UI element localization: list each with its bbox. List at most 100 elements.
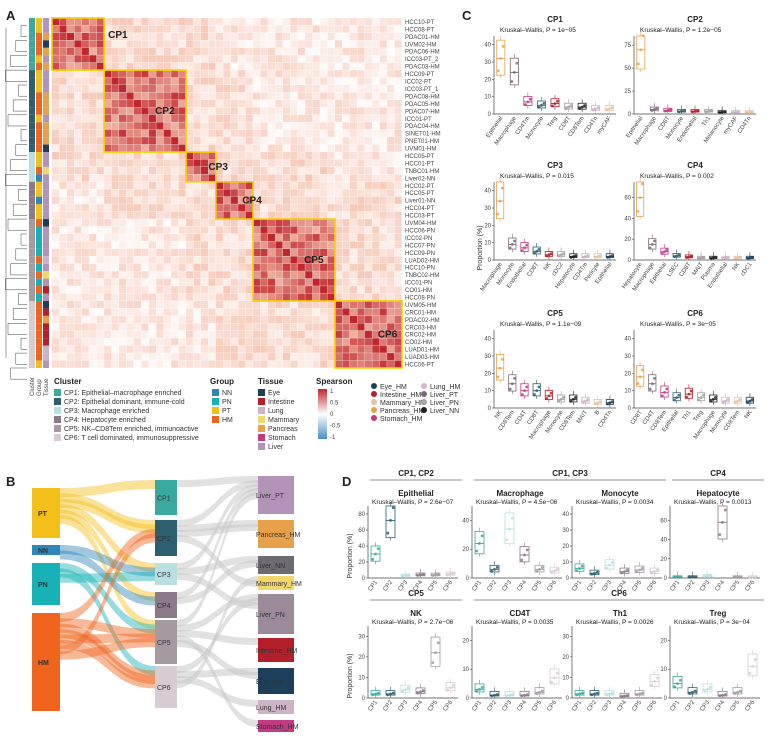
heatmap-cell xyxy=(178,323,186,331)
data-point xyxy=(711,256,715,260)
heatmap-cell xyxy=(104,271,112,279)
heatmap-cell xyxy=(171,152,179,160)
heatmap-cell xyxy=(379,40,387,48)
correlation-heatmap: CP1CP2CP3CP4CP5CP6HCC10-PTHCC08-PTPDAC01… xyxy=(5,17,441,396)
heatmap-cell xyxy=(133,248,142,256)
heatmap-cell xyxy=(104,77,112,85)
heatmap-cell xyxy=(163,174,171,182)
heatmap-cell xyxy=(260,137,268,145)
heatmap-cell xyxy=(297,55,305,63)
heatmap-cell xyxy=(327,32,335,41)
heatmap-cell xyxy=(126,278,134,286)
group-annot-cell xyxy=(36,129,42,138)
data-point xyxy=(711,397,715,401)
heatmap-cell xyxy=(342,189,350,197)
data-point xyxy=(451,571,455,575)
heatmap-cell xyxy=(171,166,179,175)
heatmap-cell xyxy=(334,256,343,264)
heatmap-cell xyxy=(260,129,268,137)
heatmap-cell xyxy=(178,300,186,309)
heatmap-cell xyxy=(379,226,387,234)
heatmap-cell xyxy=(372,99,380,108)
heatmap-cell xyxy=(148,233,156,242)
heatmap-cell xyxy=(372,256,380,264)
heatmap-cell xyxy=(111,47,119,55)
heatmap-cell xyxy=(372,293,380,301)
panel-a-label: A xyxy=(6,8,16,23)
tissue-annot-cell xyxy=(43,62,49,71)
heatmap-cell xyxy=(327,353,335,361)
heatmap-cell xyxy=(327,129,335,137)
heatmap-cell xyxy=(223,62,231,70)
heatmap-cell xyxy=(253,360,261,368)
legend-swatch xyxy=(258,434,265,441)
heatmap-cell xyxy=(208,122,216,130)
heatmap-cell xyxy=(320,233,328,242)
spearman-tick: 0 xyxy=(330,412,334,418)
heatmap-cell xyxy=(394,166,402,175)
heatmap-cell xyxy=(133,293,142,301)
heatmap-cell xyxy=(163,300,171,309)
heatmap-cell xyxy=(267,189,276,197)
heatmap-cell xyxy=(327,77,335,85)
heatmap-cell xyxy=(320,271,328,279)
heatmap-cell xyxy=(238,271,246,279)
heatmap-cell xyxy=(66,286,75,294)
group-annot-cell xyxy=(36,25,42,33)
y-tick-label: 0 xyxy=(362,696,366,702)
heatmap-cell xyxy=(223,323,231,331)
heatmap-cell xyxy=(96,77,104,85)
heatmap-cell xyxy=(297,226,305,234)
y-tick-label: 10 xyxy=(484,389,491,395)
heatmap-cell xyxy=(193,189,201,197)
data-point xyxy=(537,105,541,109)
heatmap-cell xyxy=(230,293,238,301)
heatmap-cell xyxy=(387,271,395,279)
heatmap-cell xyxy=(148,278,156,286)
heatmap-cell xyxy=(275,256,283,264)
heatmap-cell xyxy=(312,204,320,212)
heatmap-cell xyxy=(327,137,335,145)
heatmap-cell xyxy=(245,263,253,271)
heatmap-cell xyxy=(104,360,112,368)
heatmap-cell xyxy=(141,293,149,301)
heatmap-cell xyxy=(223,248,231,256)
heatmap-cell xyxy=(357,256,365,264)
data-point xyxy=(678,679,682,682)
data-point xyxy=(594,107,598,111)
tissue-annot-cell xyxy=(43,278,49,287)
heatmap-cell xyxy=(342,323,350,331)
heatmap-cell xyxy=(267,338,276,346)
x-tick-label: myCAF xyxy=(596,115,613,135)
data-point xyxy=(371,693,375,697)
heatmap-cell xyxy=(66,77,75,85)
heatmap-cell xyxy=(282,219,290,227)
heatmap-cell xyxy=(260,226,268,234)
heatmap-cell xyxy=(126,129,134,137)
heatmap-cell xyxy=(260,204,268,212)
heatmap-cell xyxy=(230,338,238,346)
data-point xyxy=(404,574,407,577)
data-point xyxy=(596,106,600,110)
box-rect xyxy=(732,687,743,695)
heatmap-cell xyxy=(357,330,365,338)
heatmap-cell xyxy=(394,144,402,152)
heatmap-cell xyxy=(349,77,358,85)
heatmap-cell xyxy=(193,196,201,204)
heatmap-cell xyxy=(387,196,395,204)
heatmap-cell xyxy=(215,226,223,234)
legend-cluster-label: CP3: Macrophage enriched xyxy=(64,408,149,415)
y-tick-label: 10 xyxy=(562,675,569,681)
heatmap-cell xyxy=(238,345,246,353)
heatmap-cell xyxy=(223,204,231,212)
heatmap-cell xyxy=(74,18,82,26)
heatmap-cell xyxy=(394,286,402,294)
heatmap-cell xyxy=(282,204,290,212)
sankey-cluster-label: CP3 xyxy=(157,572,171,579)
heatmap-cell xyxy=(156,122,164,130)
heatmap-cell xyxy=(111,323,119,331)
heatmap-cell xyxy=(81,92,89,100)
data-point xyxy=(569,399,573,403)
heatmap-cell xyxy=(156,85,164,93)
heatmap-cell xyxy=(178,189,186,197)
